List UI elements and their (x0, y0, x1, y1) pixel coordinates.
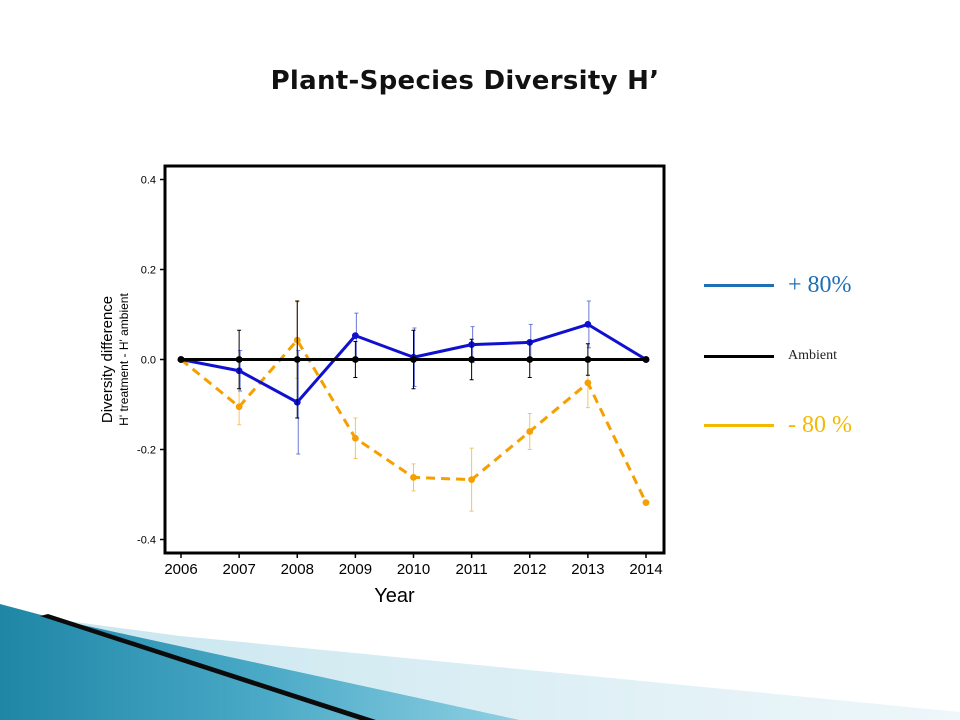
x-tick-label: 2007 (222, 561, 255, 578)
data-point-80 (351, 332, 359, 340)
decor-light-wedge (60, 620, 960, 720)
data-point-ambient (293, 356, 301, 363)
legend-label-minus-80: - 80 % (788, 412, 852, 438)
x-tick-label: 2012 (513, 561, 546, 578)
x-tick-label: 2006 (164, 561, 197, 578)
data-point-80 (410, 474, 417, 481)
data-point-ambient (642, 356, 650, 363)
data-point-80 (642, 499, 650, 506)
y-tick-label: 0.0 (141, 355, 156, 367)
data-point-ambient (468, 356, 476, 363)
legend-line-ambient (704, 354, 774, 358)
data-point-ambient (410, 356, 417, 363)
data-point-80 (351, 434, 359, 442)
x-tick-label: 2010 (397, 561, 430, 578)
y-tick-label: -0.2 (137, 445, 156, 457)
x-tick-label: 2013 (571, 561, 604, 578)
legend-label-plus-80: + 80% (788, 272, 852, 298)
data-point-ambient (351, 356, 359, 363)
y-axis-label: Diversity difference (99, 296, 116, 423)
y-tick-label: 0.2 (141, 265, 156, 277)
y-tick-label: -0.4 (137, 535, 156, 547)
data-point-80 (584, 379, 592, 387)
legend-item-minus-80: - 80 % (704, 412, 852, 439)
data-point-80 (235, 403, 243, 411)
data-point-ambient (584, 356, 592, 363)
data-point-80 (468, 476, 476, 484)
decor-black-stripe (40, 614, 376, 720)
y-tick-label: 0.4 (141, 175, 156, 187)
x-tick-label: 2011 (455, 561, 487, 578)
x-tick-label: 2008 (281, 561, 314, 578)
y-axis-sublabel: H' treatment - H' ambient (117, 293, 131, 426)
legend-line-plus-80 (704, 284, 774, 287)
legend: + 80% Ambient - 80 % (704, 262, 934, 482)
x-tick-label: 2009 (339, 561, 372, 578)
decor-teal-wedge (0, 604, 520, 720)
data-point-ambient (177, 356, 185, 363)
legend-label-ambient: Ambient (788, 348, 837, 363)
legend-item-plus-80: + 80% (704, 272, 852, 299)
data-point-ambient (235, 356, 243, 363)
x-axis-label: Year (374, 585, 415, 607)
data-point-80 (584, 321, 592, 328)
x-tick-label: 2014 (629, 561, 662, 578)
data-point-80 (526, 428, 534, 435)
legend-line-minus-80 (704, 424, 774, 427)
legend-item-ambient: Ambient (704, 348, 837, 364)
data-point-ambient (526, 356, 534, 363)
slide-title: Plant-Species Diversity H’ (270, 66, 660, 96)
